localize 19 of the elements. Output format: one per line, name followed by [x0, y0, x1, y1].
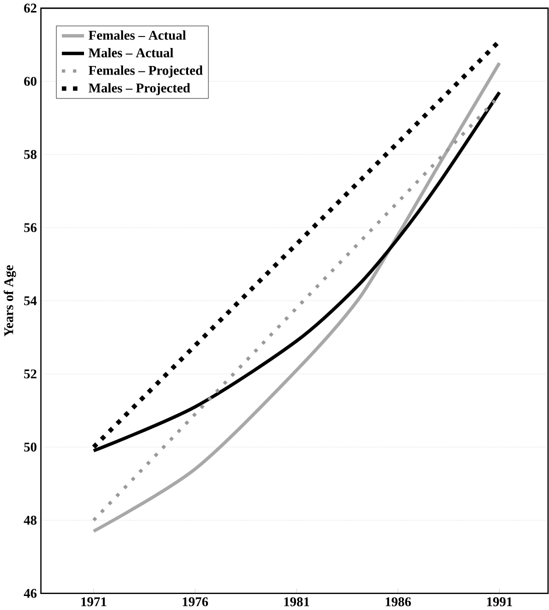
y-tick-label: 60: [24, 76, 37, 86]
y-axis-title: Years of Age: [4, 265, 16, 336]
x-tick-label: 1971: [81, 597, 106, 606]
x-tick-label: 1981: [284, 597, 310, 606]
legend-label: Females – Actual: [88, 30, 186, 40]
x-tick-label: 1986: [386, 597, 412, 606]
y-tick-label: 46: [24, 588, 37, 598]
y-tick-label: 54: [24, 296, 37, 306]
x-tick-label: 1991: [487, 597, 512, 606]
x-tick-label: 1976: [182, 597, 208, 606]
y-tick-label: 58: [24, 150, 37, 159]
y-tick-label: 50: [24, 442, 37, 452]
y-tick-label: 52: [24, 369, 37, 378]
legend-label: Males – Projected: [88, 83, 190, 96]
y-tick-label: 48: [24, 516, 37, 525]
legend-label: Males – Actual: [88, 48, 174, 58]
legend-label: Females – Projected: [88, 66, 203, 78]
y-tick-label: 62: [24, 4, 37, 13]
y-tick-label: 56: [24, 223, 37, 232]
